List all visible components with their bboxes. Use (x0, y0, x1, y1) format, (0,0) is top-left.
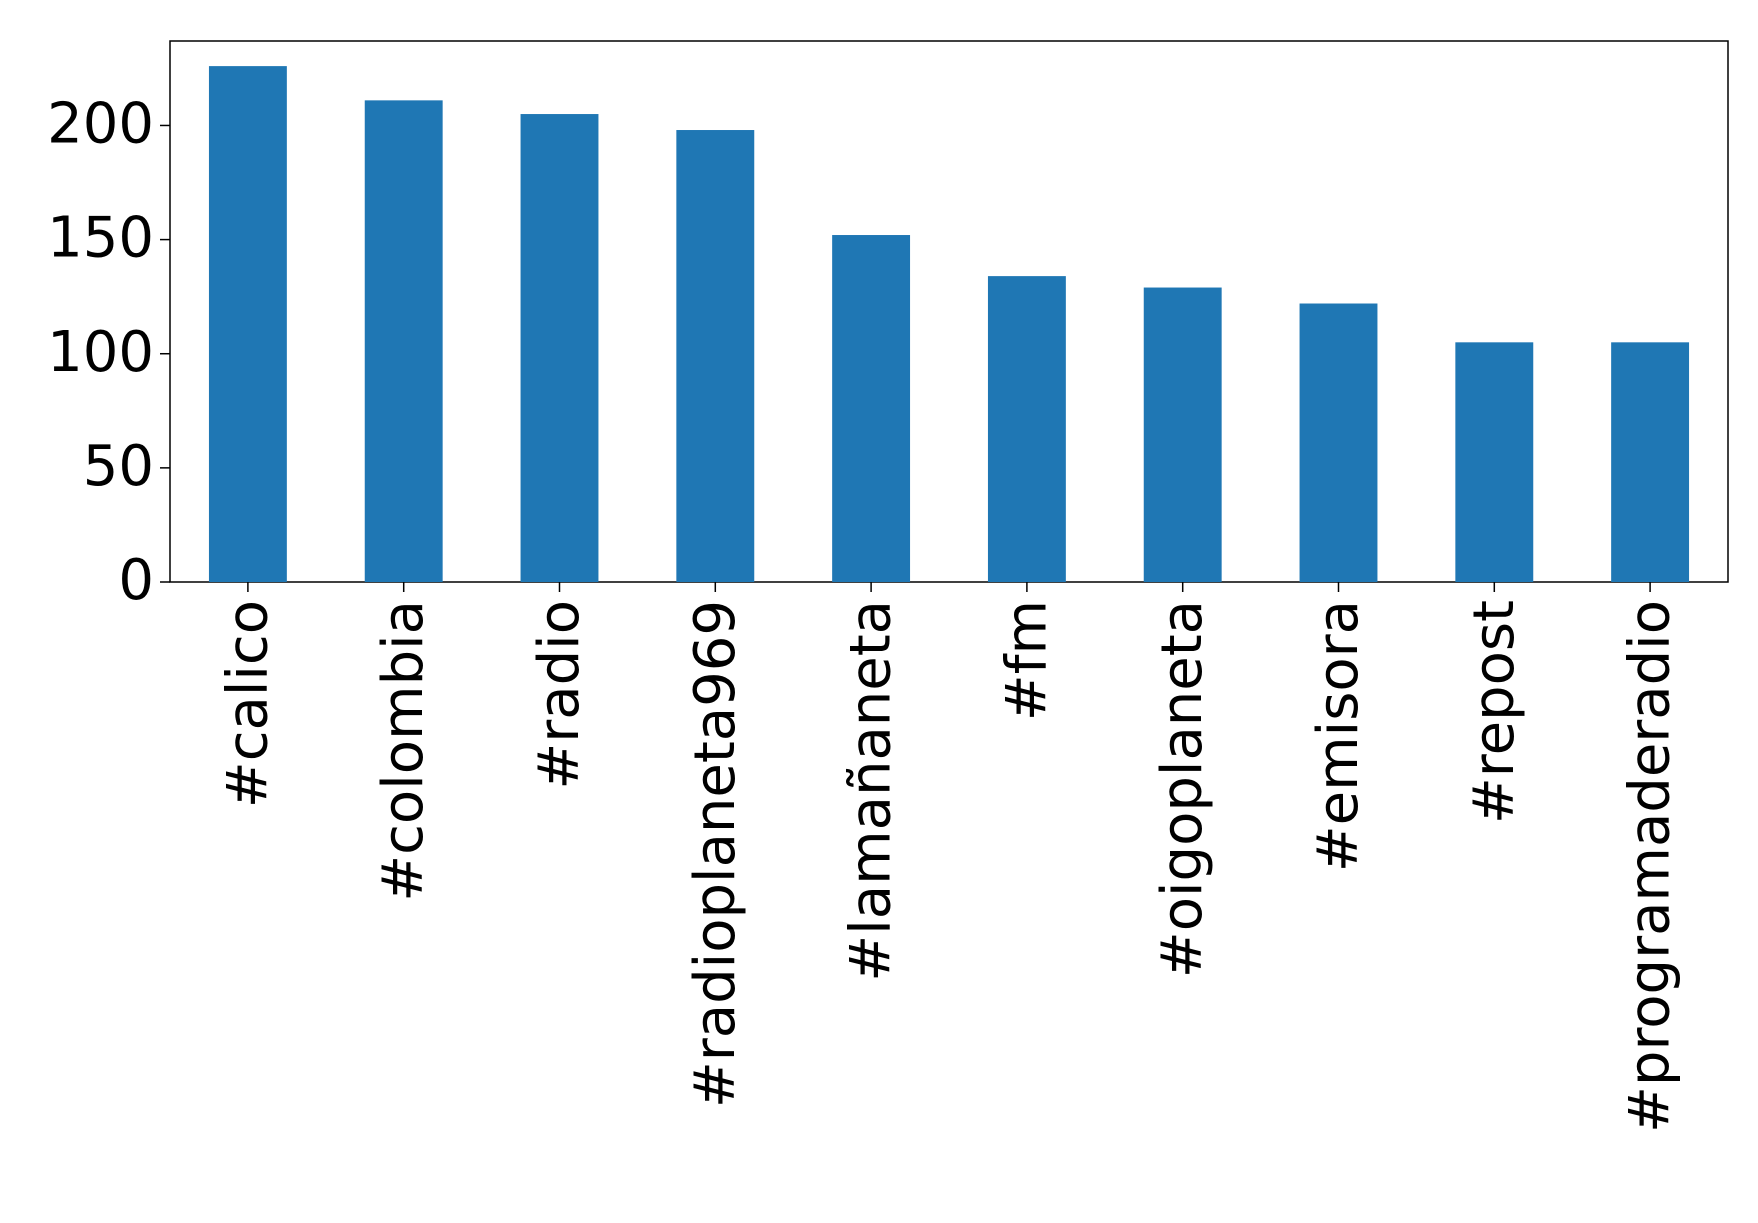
y-tick-label: 150 (47, 206, 154, 271)
x-tick-label: #emisora (1306, 600, 1371, 872)
x-tick-label: #lamañaneta (839, 600, 904, 982)
y-tick-label: 200 (47, 92, 154, 157)
x-tick-label: #radio (527, 600, 592, 790)
bar (1455, 342, 1534, 582)
plot-frame (169, 40, 1729, 583)
y-tick-label: 100 (47, 320, 154, 385)
bar (520, 114, 599, 582)
y-tick-label: 0 (118, 548, 154, 613)
bar (208, 66, 287, 583)
bar (1143, 287, 1222, 582)
x-tick-label: #oigoplaneta (1150, 600, 1215, 978)
x-tick-label: #radioplaneta969 (683, 600, 748, 1108)
bar (676, 130, 755, 582)
bar (987, 276, 1066, 582)
bar (832, 235, 911, 582)
x-tick-label: #calico (215, 600, 280, 808)
x-tick-label: #colombia (371, 600, 436, 902)
bar (1611, 342, 1690, 582)
x-tick-label: #fm (994, 600, 1059, 721)
y-tick-label: 50 (83, 434, 154, 499)
x-tick-label: #repost (1462, 600, 1527, 824)
bar (1299, 303, 1378, 582)
bar (364, 100, 443, 582)
x-tick-label: #programaderadio (1618, 600, 1683, 1133)
